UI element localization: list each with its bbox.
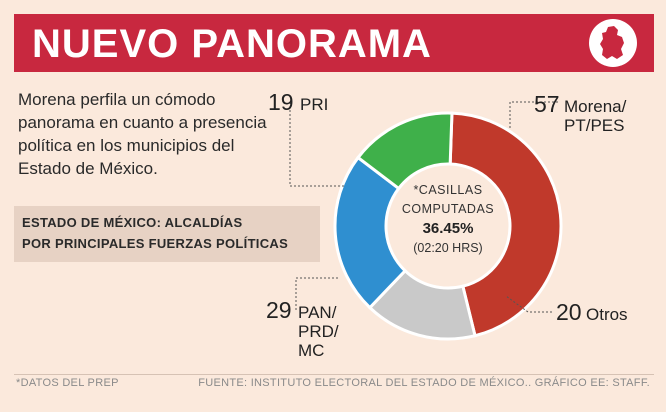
donut-slice-morena-pt-pes (448, 111, 563, 338)
slice-name-label: PT/PES (564, 116, 624, 135)
leader-line (505, 295, 552, 313)
intro-line: Estado de México. (18, 159, 158, 178)
slice-name-label: PRI (300, 95, 328, 114)
center-note-line: COMPUTADAS (402, 202, 494, 216)
header-banner: NUEVO PANORAMA (14, 14, 654, 72)
intro-text: Morena perfila un cómodo panorama en cua… (18, 88, 268, 180)
center-note-line: *CASILLAS (413, 183, 482, 197)
slice-value-label: 29 (266, 297, 292, 323)
subtitle-line: POR PRINCIPALES FUERZAS POLÍTICAS (22, 236, 289, 251)
slice-name-label: PAN/ (298, 303, 337, 322)
slice-name-label: Otros (586, 305, 628, 324)
slice-value-label: 19 (268, 89, 294, 115)
center-time: (02:20 HRS) (413, 241, 482, 255)
intro-line: Morena perfila un cómodo (18, 90, 216, 109)
slice-name-label: MC (298, 341, 324, 360)
chart-subtitle-box: ESTADO DE MÉXICO: ALCALDÍAS POR PRINCIPA… (14, 206, 320, 262)
leader-line (289, 102, 344, 187)
subtitle-line: ESTADO DE MÉXICO: ALCALDÍAS (22, 215, 243, 230)
leader-lines (289, 101, 558, 313)
slice-name-label: PRD/ (298, 322, 339, 341)
page-title: NUEVO PANORAMA (32, 22, 432, 66)
center-percentage: 36.45% (423, 220, 474, 237)
donut-slice-pri (355, 111, 454, 191)
slice-value-label: 20 (556, 299, 582, 325)
state-map-icon (589, 19, 637, 67)
footer: *DATOS DEL PREP FUENTE: INSTITUTO ELECTO… (14, 374, 654, 389)
donut-slices (333, 111, 563, 341)
intro-line: panorama en cuanto a presencia (18, 113, 267, 132)
slice-name-label: Morena/ (564, 97, 627, 116)
footer-note: *DATOS DEL PREP (16, 377, 119, 389)
leader-line (295, 277, 338, 310)
leader-line (509, 101, 558, 128)
footer-source: FUENTE: INSTITUTO ELECTORAL DEL ESTADO D… (198, 377, 650, 389)
slice-value-label: 57 (534, 91, 560, 117)
intro-line: política en los municipios del (18, 136, 235, 155)
donut-slice-pan-prd-mc (333, 155, 408, 310)
